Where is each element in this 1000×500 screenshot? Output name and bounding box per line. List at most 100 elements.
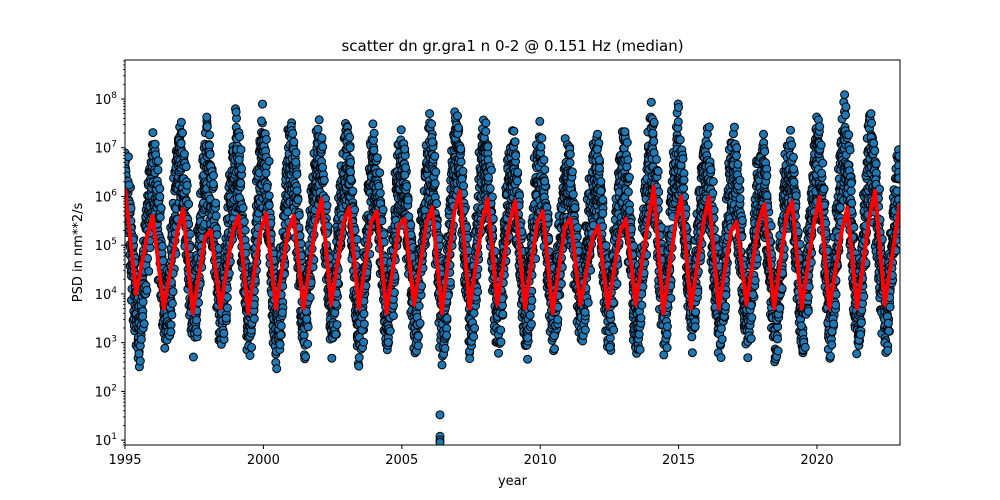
scatter-point xyxy=(594,155,604,165)
scatter-point xyxy=(666,293,676,303)
scatter-point xyxy=(375,168,385,178)
scatter-point xyxy=(537,133,547,143)
scatter-point xyxy=(580,325,590,335)
scatter-point xyxy=(264,156,274,166)
scatter-point xyxy=(687,348,697,358)
scatter-point xyxy=(580,307,590,317)
scatter-point xyxy=(494,348,503,358)
scatter-point xyxy=(550,344,559,354)
scatter-point xyxy=(188,352,198,362)
scatter-point xyxy=(277,308,287,318)
scatter-point xyxy=(402,182,412,191)
scatter-point xyxy=(400,144,410,154)
scatter-point xyxy=(609,325,619,335)
scatter-point xyxy=(440,343,450,353)
scatter-point xyxy=(166,327,176,337)
scatter-point xyxy=(262,182,272,192)
scatter-point xyxy=(176,139,186,148)
scatter-point xyxy=(167,310,177,320)
scatter-point xyxy=(401,163,411,173)
scatter-point xyxy=(289,137,299,147)
scatter-point xyxy=(473,287,483,297)
scatter-point xyxy=(292,186,302,196)
scatter-point xyxy=(673,117,683,127)
scatter-point xyxy=(257,116,266,126)
scatter-point xyxy=(184,199,194,209)
scatter-point xyxy=(481,127,491,136)
scatter-point xyxy=(346,167,355,177)
scatter-point xyxy=(178,128,187,138)
scatter-point xyxy=(442,330,452,340)
scatter-point xyxy=(535,116,545,126)
scatter-point xyxy=(678,154,688,164)
scatter-point xyxy=(156,203,166,213)
scatter-point xyxy=(675,135,685,145)
scatter-point xyxy=(512,176,522,186)
scatter-point xyxy=(385,326,395,336)
scatter-point xyxy=(136,334,146,344)
scatter-point xyxy=(235,132,244,142)
scatter-point xyxy=(155,192,165,202)
scatter-point xyxy=(168,287,178,297)
scatter-point xyxy=(593,129,602,139)
scatter-point xyxy=(459,181,469,191)
scatter-point xyxy=(205,130,215,140)
scatter-point xyxy=(636,313,646,323)
scatter-point xyxy=(179,149,189,159)
scatter-point xyxy=(237,164,246,174)
scatter-point xyxy=(396,125,406,135)
scatter-point xyxy=(291,148,301,158)
scatter-point xyxy=(160,343,170,353)
scatter-point xyxy=(453,111,462,121)
scatter-point xyxy=(138,312,148,321)
scatter-point xyxy=(369,145,379,155)
scatter-point xyxy=(354,361,364,371)
scatter-point xyxy=(458,166,468,176)
scatter-point xyxy=(523,354,533,364)
scatter-point xyxy=(648,128,658,138)
scatter-point xyxy=(135,356,145,366)
scatter-point xyxy=(565,149,575,159)
scatter-point xyxy=(427,137,437,147)
scatter-point xyxy=(301,352,311,362)
scatter-point xyxy=(359,319,369,329)
scatter-point xyxy=(634,329,644,339)
scatter-point xyxy=(318,162,328,172)
scatter-point xyxy=(649,117,659,127)
scatter-point xyxy=(261,168,271,178)
scatter-point xyxy=(620,127,630,137)
scatter-point xyxy=(192,327,202,337)
scatter-point xyxy=(690,322,700,332)
scatter-point xyxy=(573,223,582,233)
scatter-point xyxy=(485,183,495,193)
scatter-point xyxy=(292,170,302,179)
scatter-point xyxy=(238,203,248,213)
scatter-point xyxy=(346,157,356,167)
scatter-point xyxy=(219,328,229,338)
scatter-point xyxy=(369,128,379,138)
scatter-point xyxy=(212,230,222,240)
scatter-point xyxy=(553,315,563,324)
scatter-point xyxy=(202,122,212,132)
scatter-point xyxy=(318,142,328,152)
scatter-point xyxy=(400,170,410,180)
scatter-point xyxy=(465,354,475,364)
scatter-point xyxy=(359,337,369,347)
scatter-point xyxy=(327,353,337,363)
scatter-point xyxy=(498,309,508,319)
scatter-point xyxy=(261,135,271,144)
scatter-point xyxy=(594,163,604,173)
scatter-point xyxy=(150,139,160,149)
scatter-point xyxy=(182,180,192,190)
scatter-point xyxy=(240,225,250,235)
scatter-point xyxy=(646,97,656,107)
scatter-point xyxy=(536,142,546,152)
scatter-point xyxy=(236,178,246,188)
scatter-point xyxy=(331,329,341,339)
scatter-point xyxy=(483,142,493,152)
scatter-point xyxy=(496,337,506,347)
scatter-point xyxy=(605,309,615,319)
scatter-point xyxy=(511,151,521,161)
scatter-point xyxy=(205,150,215,159)
